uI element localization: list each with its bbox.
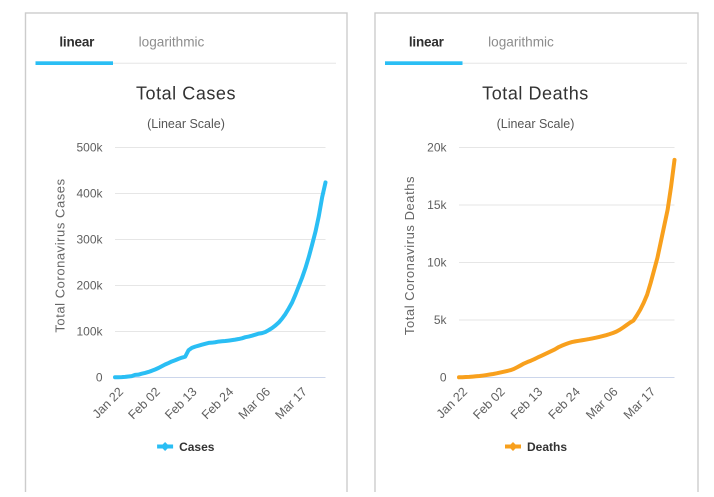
svg-text:200k: 200k <box>76 279 103 293</box>
svg-text:linear: linear <box>409 35 445 50</box>
svg-text:20k: 20k <box>427 141 447 155</box>
svg-text:0: 0 <box>96 371 103 385</box>
svg-text:10k: 10k <box>427 256 447 270</box>
svg-text:logarithmic: logarithmic <box>488 35 554 50</box>
svg-text:100k: 100k <box>76 325 103 339</box>
svg-text:Total Deaths: Total Deaths <box>482 84 589 104</box>
svg-text:Total Cases: Total Cases <box>136 84 236 104</box>
svg-text:linear: linear <box>59 35 95 50</box>
svg-text:Cases: Cases <box>179 440 215 454</box>
svg-text:500k: 500k <box>76 141 103 155</box>
svg-text:300k: 300k <box>76 233 103 247</box>
svg-text:0: 0 <box>440 371 447 385</box>
svg-text:(Linear Scale): (Linear Scale) <box>497 117 575 131</box>
svg-text:15k: 15k <box>427 198 447 212</box>
svg-text:Total Coronavirus Deaths: Total Coronavirus Deaths <box>402 176 417 335</box>
svg-text:Deaths: Deaths <box>527 440 567 454</box>
svg-text:(Linear Scale): (Linear Scale) <box>147 117 225 131</box>
svg-text:Total Coronavirus Cases: Total Coronavirus Cases <box>53 178 68 332</box>
svg-text:logarithmic: logarithmic <box>139 35 205 50</box>
svg-text:400k: 400k <box>76 187 103 201</box>
svg-text:5k: 5k <box>434 313 448 327</box>
